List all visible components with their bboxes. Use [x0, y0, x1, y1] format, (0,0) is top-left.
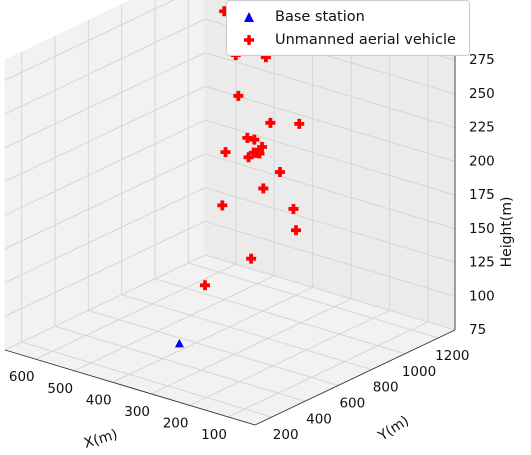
grid-line-z [4, 119, 456, 216]
uav-marker [243, 152, 254, 163]
uav-marker [265, 117, 276, 128]
axis-lines [4, 40, 456, 426]
grid-line-z [4, 52, 456, 149]
y-tick-label: 1000 [402, 364, 436, 380]
uav-marker [288, 203, 299, 214]
triangle-marker-icon [237, 6, 261, 28]
y-tick-label: 1200 [435, 348, 469, 364]
uav-marker [248, 147, 259, 158]
legend-item-uav: Unmanned aerial vehicle [237, 29, 456, 51]
x-tick-label: 300 [124, 404, 150, 420]
grid-lines [4, 0, 456, 418]
z-tick-label: 250 [469, 86, 495, 102]
z-tick-label: 175 [469, 187, 495, 203]
grid-line-z [4, 153, 456, 250]
axis-line [4, 349, 256, 426]
grid-line-z [4, 187, 456, 284]
legend: Base station Unmanned aerial vehicle [226, 0, 470, 56]
uav-marker [220, 147, 231, 158]
uav-marker [246, 253, 257, 264]
legend-label: Unmanned aerial vehicle [275, 32, 456, 48]
uav-marker [242, 132, 253, 143]
z-tick-label: 225 [469, 120, 495, 136]
uav-marker [217, 200, 228, 211]
legend-label: Base station [275, 9, 365, 25]
x-tick-label: 200 [163, 415, 189, 431]
tick-labels: 100 200 300 400 500 600 200 400 600 8001000120075… [9, 52, 495, 443]
x-tick-label: 100 [201, 427, 227, 443]
z-tick-label: 200 [469, 153, 495, 169]
x-tick-label: 500 [47, 381, 73, 397]
floor-pane [5, 255, 455, 425]
uav-marker [233, 90, 244, 101]
y-tick-label: 400 [306, 411, 332, 427]
plus-marker-icon [237, 29, 261, 51]
uav-marker [294, 118, 305, 129]
z-tick-label: 75 [469, 322, 486, 338]
y-axis-label: Y(m) [375, 413, 412, 445]
z-tick-label: 100 [469, 288, 495, 304]
x-axis-label: X(m) [82, 427, 119, 452]
axis-line [254, 329, 456, 426]
y-tick-label: 200 [273, 427, 299, 443]
x-tick-label: 600 [9, 369, 35, 385]
uav-marker [260, 52, 271, 63]
grid-line-z [4, 18, 456, 115]
x-tick-label: 400 [86, 392, 112, 408]
y-tick-label: 600 [339, 395, 365, 411]
legend-item-base-station: Base station [237, 6, 365, 28]
uav-marker [200, 280, 211, 291]
grid-line-z [4, 85, 456, 182]
uav-marker [275, 167, 285, 178]
base-station-marker [174, 338, 184, 348]
grid-line-z [4, 254, 456, 351]
z-tick-label: 125 [469, 255, 495, 271]
uav-marker [219, 6, 230, 17]
z-tick-label: 275 [469, 52, 495, 68]
grid-line-z [4, 220, 456, 317]
uav-marker [249, 134, 260, 145]
uav-marker [258, 183, 269, 194]
axes-panes [4, 0, 456, 425]
uav-marker [291, 225, 302, 236]
z-axis-label: Height(m) [499, 197, 515, 268]
z-tick-label: 150 [469, 221, 495, 237]
y-tick-label: 800 [373, 380, 399, 396]
uav-marker [257, 142, 268, 153]
